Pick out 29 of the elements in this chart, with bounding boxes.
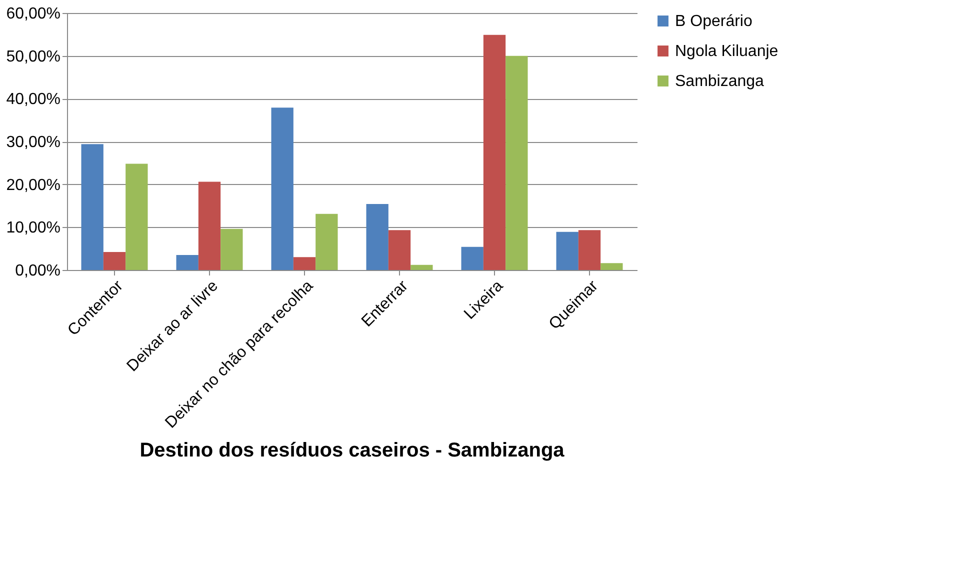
- bar: [176, 255, 198, 270]
- y-tick-label: 50,00%: [6, 48, 60, 66]
- bar: [198, 182, 221, 270]
- y-tick-label: 20,00%: [6, 176, 60, 194]
- bar: [388, 230, 411, 270]
- bar: [461, 246, 484, 270]
- legend-label: Sambizanga: [675, 73, 764, 90]
- legend-label: Ngola Kiluanje: [675, 43, 778, 60]
- bar: [600, 263, 623, 270]
- bar: [483, 34, 506, 270]
- bar: [556, 232, 578, 270]
- bar: [293, 257, 316, 270]
- bar: [578, 230, 601, 270]
- y-tick-label: 60,00%: [6, 6, 60, 22]
- bar: [410, 264, 433, 270]
- bar: [220, 228, 243, 270]
- bar: [126, 164, 148, 270]
- y-tick-label: 0,00%: [15, 262, 60, 280]
- legend-label: B Operário: [675, 13, 752, 30]
- y-tick-label: 30,00%: [6, 134, 60, 151]
- text: Destino dos resíduos caseiros - Sambizanga: [140, 439, 566, 462]
- bar: [103, 252, 126, 270]
- bar: [506, 56, 528, 270]
- y-tick-label: 40,00%: [6, 91, 60, 108]
- bar: [81, 144, 104, 270]
- bar: [316, 214, 338, 270]
- y-tick-label: 10,00%: [6, 220, 60, 237]
- bar: [271, 108, 294, 270]
- bar: [366, 204, 388, 270]
